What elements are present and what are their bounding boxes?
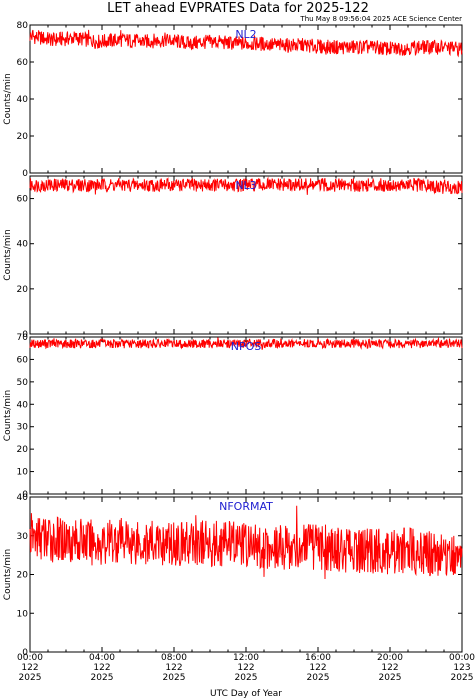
- y-tick-label: 40: [17, 95, 29, 105]
- x-tick-label-year: 2025: [379, 673, 402, 683]
- y-tick-label: 60: [17, 58, 29, 68]
- x-tick-label-doy: 122: [165, 663, 182, 673]
- panel-frame: [29, 496, 463, 653]
- y-tick-label: 30: [17, 423, 29, 433]
- x-tick-label-year: 2025: [451, 673, 474, 683]
- y-tick-label: 40: [17, 400, 29, 410]
- y-tick-label: 40: [17, 240, 29, 250]
- x-tick-label-time: 16:00: [305, 653, 331, 663]
- x-axis-labels: 00:00122202504:00122202508:00122202512:0…: [17, 653, 475, 683]
- panel-nformat: 0 10 20 30 40 Counts/min NFORMAT: [3, 493, 463, 658]
- panels-group: 0 20 40 60 80 Counts/min NL2 0 20 40 60 Counts/min N…: [3, 21, 463, 658]
- x-tick-label-doy: 122: [21, 663, 38, 673]
- y-tick-label: 30: [17, 532, 29, 542]
- series-label: NPOS: [231, 340, 262, 353]
- x-tick-label-time: 00:00: [449, 653, 475, 663]
- x-tick-label-time: 20:00: [377, 653, 403, 663]
- y-tick-label: 60: [17, 355, 29, 365]
- x-tick-label-time: 00:00: [17, 653, 43, 663]
- y-tick-label: 20: [17, 285, 29, 295]
- y-tick-label: 80: [17, 21, 29, 31]
- chart-title: LET ahead EVPRATES Data for 2025-122: [107, 1, 369, 16]
- y-axis-label: Counts/min: [3, 229, 13, 280]
- y-axis-label: Counts/min: [3, 73, 13, 124]
- panel-npos: 0 10 20 30 40 50 60 70 Counts/min NPOS: [3, 333, 463, 500]
- x-tick-label-year: 2025: [163, 673, 186, 683]
- series-line-nl3: [29, 176, 463, 195]
- series-line-nformat: [29, 505, 463, 580]
- y-tick-label: 70: [17, 333, 29, 343]
- y-tick-label: 0: [22, 490, 28, 500]
- y-axis-label: Counts/min: [3, 549, 13, 600]
- y-tick-label: 0: [22, 330, 28, 340]
- x-tick-label-year: 2025: [307, 673, 330, 683]
- series-line-nl2: [29, 29, 463, 58]
- series-line-npos: [29, 336, 463, 350]
- y-tick-label: 20: [17, 571, 29, 581]
- y-tick-label: 0: [22, 648, 28, 658]
- y-tick-label: 50: [17, 378, 29, 388]
- y-tick-label: 20: [17, 445, 29, 455]
- panel-frame: [29, 175, 463, 335]
- panel-frame: [29, 336, 463, 495]
- y-tick-label: 60: [17, 195, 29, 205]
- x-axis-label: UTC Day of Year: [210, 689, 282, 699]
- x-tick-label-year: 2025: [91, 673, 114, 683]
- y-axis-label: Counts/min: [3, 390, 13, 441]
- y-tick-label: 10: [17, 468, 29, 478]
- panel-nl3: 0 20 40 60 Counts/min NL3: [3, 175, 463, 340]
- x-tick-label-time: 12:00: [233, 653, 259, 663]
- x-tick-label-year: 2025: [235, 673, 258, 683]
- y-tick-label: 10: [17, 609, 29, 619]
- x-tick-label-time: 08:00: [161, 653, 187, 663]
- x-tick-label-doy: 122: [237, 663, 254, 673]
- x-tick-label-doy: 122: [309, 663, 326, 673]
- x-tick-label-doy: 122: [381, 663, 398, 673]
- series-label: NL2: [235, 28, 256, 41]
- y-tick-label: 0: [22, 169, 28, 179]
- x-tick-label-doy: 122: [93, 663, 110, 673]
- y-tick-label: 40: [17, 493, 29, 503]
- y-tick-label: 20: [17, 132, 29, 142]
- x-tick-label-year: 2025: [19, 673, 42, 683]
- x-tick-label-time: 04:00: [89, 653, 115, 663]
- x-tick-label-doy: 123: [453, 663, 470, 673]
- series-label: NFORMAT: [219, 500, 273, 513]
- panel-nl2: 0 20 40 60 80 Counts/min NL2: [3, 21, 463, 179]
- timestamp-label: Thu May 8 09:56:04 2025 ACE Science Cent…: [299, 15, 462, 23]
- series-label: NL3: [235, 179, 256, 192]
